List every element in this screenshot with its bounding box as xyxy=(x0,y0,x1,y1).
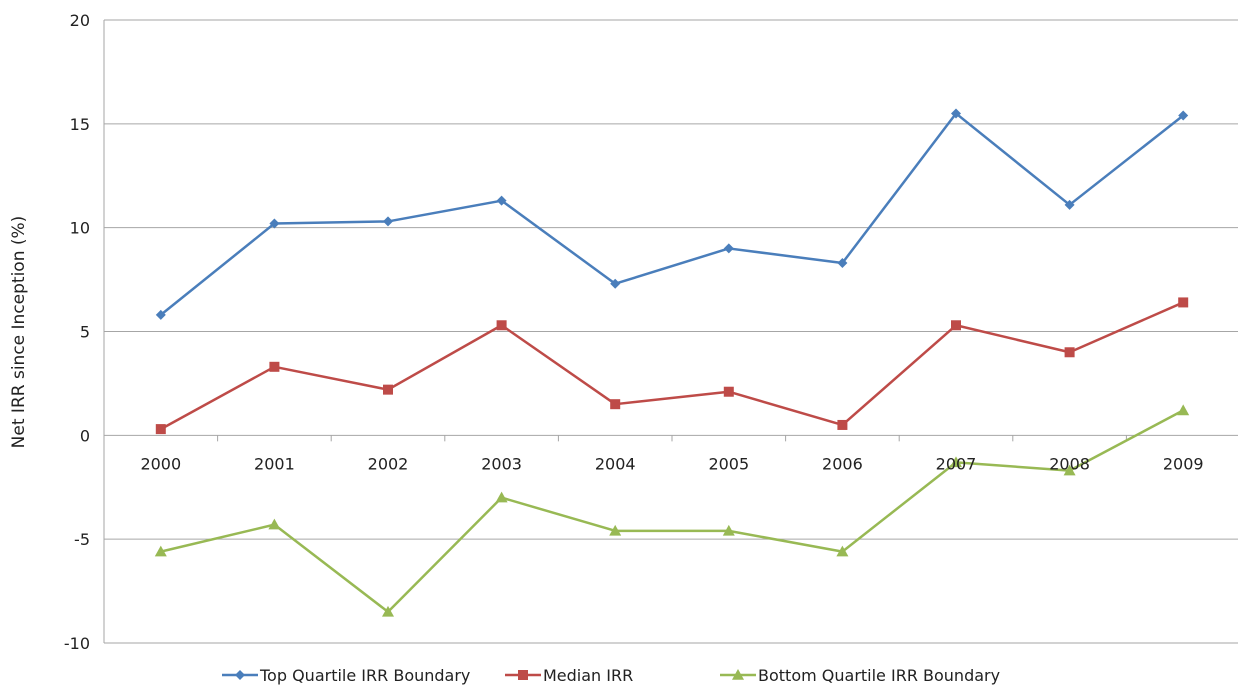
x-tick-label: 2005 xyxy=(708,454,749,473)
data-point-1-9 xyxy=(1178,297,1189,308)
series-group xyxy=(160,112,1184,614)
legend-label-0: Top Quartile IRR Boundary xyxy=(259,666,470,685)
data-point-1-5 xyxy=(723,386,734,397)
series-line-2 xyxy=(160,409,1184,614)
legend: Top Quartile IRR Boundary Median IRR Botto… xyxy=(222,666,1000,685)
data-point-2-3 xyxy=(495,491,508,503)
data-point-1-6 xyxy=(837,419,848,430)
y-tick-label: 10 xyxy=(70,219,90,238)
x-tick-label: 2008 xyxy=(1049,454,1090,473)
markers-group xyxy=(154,108,1190,617)
data-point-1-0 xyxy=(155,424,166,435)
data-point-0-0 xyxy=(155,309,166,320)
data-point-1-7 xyxy=(951,320,961,331)
data-point-1-8 xyxy=(1064,347,1075,358)
y-tick-label: 5 xyxy=(80,323,90,342)
axes xyxy=(103,20,1127,643)
y-tick-label: 0 xyxy=(80,426,90,445)
series-line-0 xyxy=(160,112,1184,316)
y-tick-label: 15 xyxy=(70,115,90,134)
data-point-1-2 xyxy=(383,384,393,395)
y-tick-label: -10 xyxy=(64,634,90,653)
data-point-2-8 xyxy=(1063,464,1076,476)
gridlines xyxy=(104,19,1238,644)
y-axis-title: Net IRR since Inception (%) xyxy=(9,216,29,449)
y-tick-label: -5 xyxy=(74,530,90,549)
data-point-0-2 xyxy=(383,216,393,227)
legend-label-1: Median IRR xyxy=(543,666,633,685)
x-tick-label: 2004 xyxy=(595,454,636,473)
data-point-1-1 xyxy=(269,361,280,372)
data-point-2-5 xyxy=(722,524,735,536)
x-tick-label: 2006 xyxy=(822,454,863,473)
data-point-2-9 xyxy=(1177,404,1190,416)
data-point-0-6 xyxy=(837,257,848,268)
x-tick-label: 2002 xyxy=(368,454,409,473)
tick-labels: -10 -5 0 5 10 15 20 2000 2001 2002 2003 2004 2005 200… xyxy=(64,11,1204,653)
legend-marker-1 xyxy=(518,670,528,680)
data-point-2-7 xyxy=(950,456,962,468)
x-tick-label: 2009 xyxy=(1163,454,1204,473)
legend-marker-0 xyxy=(235,670,245,680)
data-point-2-1 xyxy=(268,518,281,530)
x-tick-label: 2003 xyxy=(481,454,522,473)
series-line-1 xyxy=(160,301,1184,431)
data-point-1-4 xyxy=(610,399,621,410)
data-point-2-6 xyxy=(836,545,849,557)
y-tick-label: 20 xyxy=(70,11,90,30)
data-point-0-8 xyxy=(1064,199,1075,210)
x-tick-label: 2007 xyxy=(936,454,977,473)
data-point-0-4 xyxy=(610,278,621,289)
x-tick-label: 2000 xyxy=(140,454,181,473)
data-point-2-0 xyxy=(154,545,167,557)
data-point-0-1 xyxy=(269,218,280,229)
data-point-0-3 xyxy=(496,195,507,206)
data-point-2-4 xyxy=(609,524,622,536)
data-point-2-2 xyxy=(382,605,394,617)
data-point-0-5 xyxy=(723,243,734,254)
data-point-0-7 xyxy=(951,108,961,119)
legend-marker-2 xyxy=(732,669,744,680)
x-tick-label: 2001 xyxy=(254,454,295,473)
data-point-1-3 xyxy=(496,320,507,331)
data-point-0-9 xyxy=(1178,110,1189,121)
legend-label-2: Bottom Quartile IRR Boundary xyxy=(758,666,1000,685)
